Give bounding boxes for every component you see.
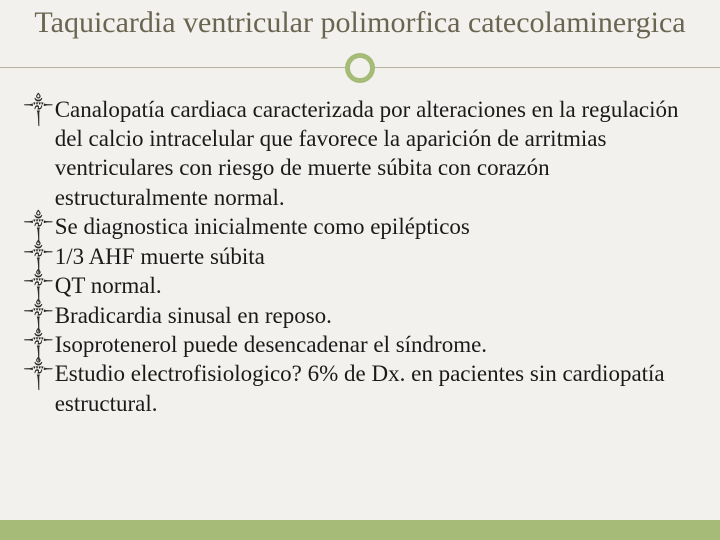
bullet-text: Estudio electrofisiologico? 6% de Dx. en… [55, 359, 696, 418]
list-item: ༒ Estudio electrofisiologico? 6% de Dx. … [24, 359, 696, 418]
content-area: ༒ Canalopatía cardiaca caracterizada por… [0, 89, 720, 419]
list-item: ༒ Canalopatía cardiaca caracterizada por… [24, 95, 696, 213]
bullet-icon: ༒ [24, 212, 53, 240]
slide: Taquicardia ventricular polimorfica cate… [0, 0, 720, 540]
list-item: ༒ Se diagnostica inicialmente como epilé… [24, 212, 696, 241]
bullet-icon: ༒ [24, 95, 53, 123]
list-item: ༒ QT normal. [24, 271, 696, 300]
bullet-text: Se diagnostica inicialmente como epilépt… [55, 212, 696, 241]
bullet-icon: ༒ [24, 271, 53, 299]
ring-icon [345, 53, 375, 83]
list-item: ༒ 1/3 AHF muerte súbita [24, 242, 696, 271]
list-item: ༒ Isoprotenerol puede desencadenar el sí… [24, 330, 696, 359]
bottom-accent-bar [0, 520, 720, 540]
bullet-text: Canalopatía cardiaca caracterizada por a… [55, 95, 696, 213]
bullet-text: Bradicardia sinusal en reposo. [55, 301, 696, 330]
bullet-text: QT normal. [55, 271, 696, 300]
bullet-icon: ༒ [24, 330, 53, 358]
title-wrap: Taquicardia ventricular polimorfica cate… [0, 0, 720, 41]
bullet-icon: ༒ [24, 301, 53, 329]
bullet-text: 1/3 AHF muerte súbita [55, 242, 696, 271]
slide-title: Taquicardia ventricular polimorfica cate… [0, 6, 720, 41]
bullet-icon: ༒ [24, 359, 53, 387]
title-divider [0, 49, 720, 89]
list-item: ༒ Bradicardia sinusal en reposo. [24, 301, 696, 330]
bullet-text: Isoprotenerol puede desencadenar el sínd… [55, 330, 696, 359]
bullet-icon: ༒ [24, 242, 53, 270]
